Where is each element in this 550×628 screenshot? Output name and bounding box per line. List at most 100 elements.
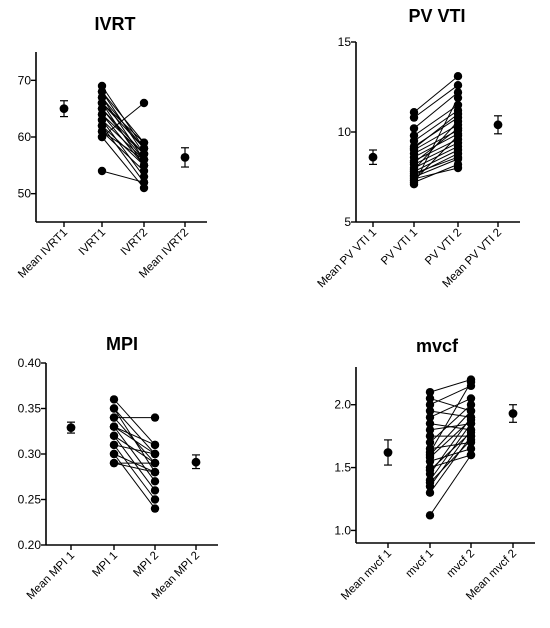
panel-pv-vti: PV VTI 5 10 15 Mean PV VTI 1 PV VTI 1 PV VTI … [315,6,520,290]
data-point [409,144,419,153]
data-point [425,413,435,422]
data-point [425,387,435,397]
y-tick-label: 0.35 [18,402,42,416]
data-point [109,404,119,413]
data-point [466,377,476,387]
mean-point [383,448,393,457]
data-point [453,117,463,126]
data-point [425,465,435,475]
paired-line [429,379,472,393]
panel-title: PV VTI [408,6,465,26]
data-point [425,438,435,447]
panel-mpi: MPI 0.20 0.25 0.30 0.35 0.40 Mean MPI 1 MPI 1 M… [18,334,218,602]
data-point [97,132,107,142]
mean-point [59,104,69,114]
paired-line [413,75,459,113]
data-point [466,444,476,453]
paired-line [101,102,145,149]
x-tick-label: Mean MPI 1 [25,550,77,602]
paired-line [413,92,459,129]
paired-line [413,104,459,137]
data-point [425,394,435,403]
paired-line [429,448,472,462]
data-point [150,458,160,468]
paired-line [429,435,472,494]
paired-line [429,432,472,471]
x-tick-label: Mean mvcf 1 [339,548,394,603]
paired-line [413,97,459,185]
paired-line [101,108,145,155]
data-point [466,400,476,409]
paired-line [113,444,156,455]
data-point [139,166,149,176]
data-point [139,98,149,108]
panel-title: MPI [106,334,138,354]
data-point [466,394,476,403]
paired-line [413,158,459,178]
data-point [453,81,463,90]
paired-line [413,142,459,165]
paired-line [413,149,459,173]
paired-line [101,91,145,143]
x-tick-label: mvcf 1 [404,548,436,580]
data-point [425,431,435,441]
y-tick-label: 2.0 [334,398,351,412]
paired-line [113,426,156,446]
data-point [139,138,149,147]
paired-line [113,426,156,482]
paired-line [429,410,472,418]
mean-point [191,457,201,467]
paired-line [413,135,459,181]
data-point [409,180,419,189]
paired-line [101,102,145,138]
paired-line [101,130,145,172]
paired-line [429,410,472,456]
paired-line [413,128,459,163]
data-point [453,93,463,103]
y-tick-label: 1.5 [334,461,351,475]
y-tick-label: 50 [18,187,32,201]
paired-line [429,385,472,406]
paired-line [429,439,472,484]
paired-line [101,125,145,183]
x-tick-label: MPI 2 [131,550,161,580]
paired-line [101,170,145,183]
paired-line [429,423,472,431]
paired-line [429,397,472,418]
data-point [150,440,160,450]
paired-line [101,119,145,177]
data-point [109,458,119,468]
mean-point [493,120,503,130]
data-point [466,450,476,460]
x-tick-label: MPI 1 [90,550,120,580]
paired-line [429,419,472,458]
x-tick-label: Mean IVRT1 [16,227,70,281]
y-tick-label: 1.0 [334,523,351,537]
data-point [409,169,419,178]
data-point [109,440,119,450]
data-point [97,166,107,176]
y-tick-label: 15 [338,35,352,49]
data-point [425,478,435,487]
data-point [453,160,463,169]
paired-line [113,444,156,500]
data-point [453,72,463,81]
data-point [453,124,463,133]
data-point [409,158,419,167]
paired-line [413,84,459,119]
panel-title: IVRT [94,14,135,34]
data-point [150,413,160,422]
paired-line [413,156,459,174]
data-point [425,453,435,462]
data-point [425,425,435,435]
x-tick-label: PV VTI 2 [423,227,464,268]
paired-line [101,136,145,189]
data-point [453,131,463,140]
paired-line [413,153,459,176]
data-point [425,400,435,409]
data-point [150,486,160,495]
data-point [109,413,119,422]
data-point [150,477,160,486]
